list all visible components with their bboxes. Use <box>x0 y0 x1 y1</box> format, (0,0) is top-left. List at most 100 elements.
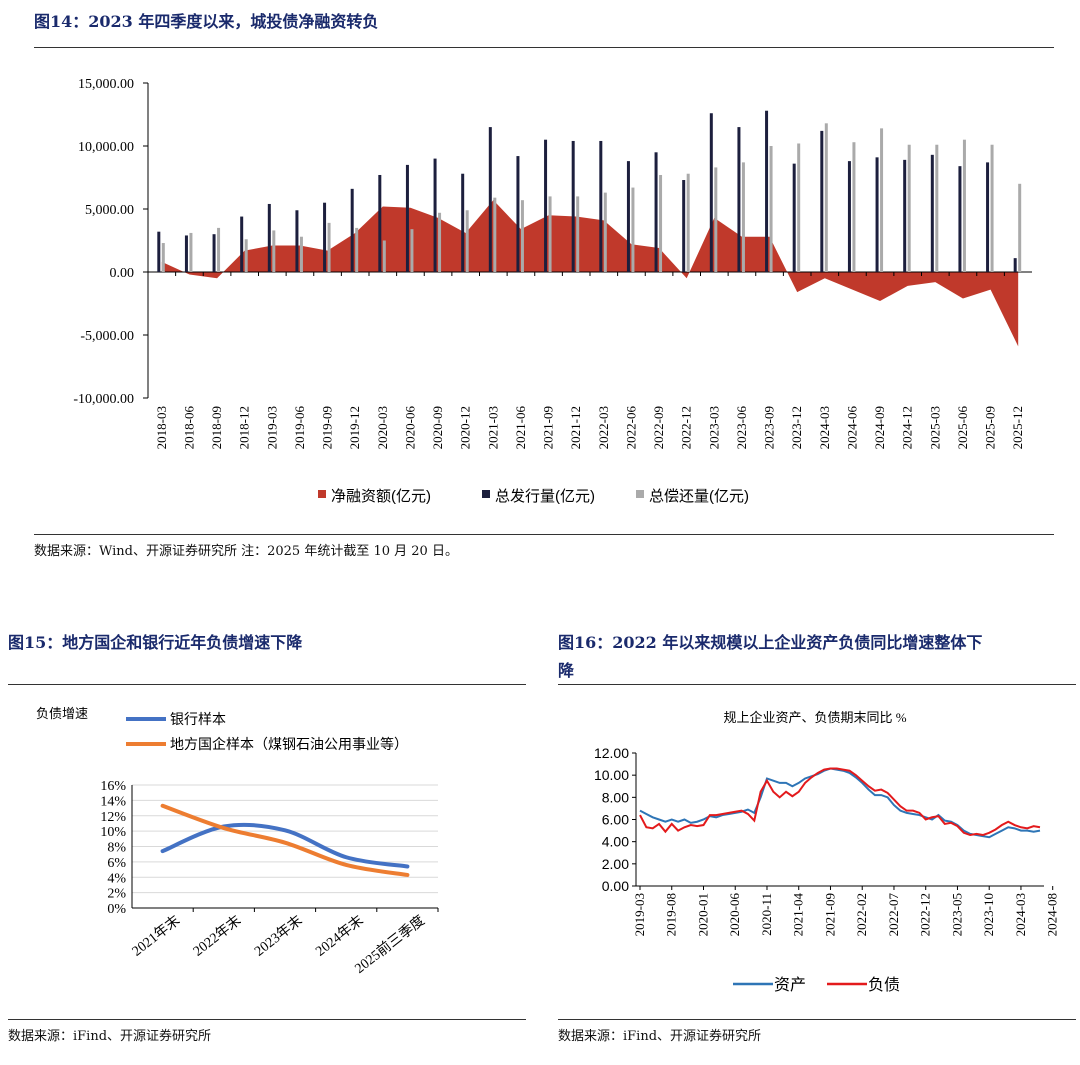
fig14-issuance-bar <box>488 127 492 272</box>
fig14-repayment-bar <box>686 173 690 272</box>
fig15-title: 图15：地方国企和银行近年负债增速下降 <box>8 633 303 652</box>
fig14-x-tick-label: 2020-09 <box>430 406 445 449</box>
fig14-issuance-bar <box>323 202 327 272</box>
fig16-legend-label-1: 负债 <box>868 976 900 994</box>
fig14-issuance-bar <box>212 234 216 272</box>
fig14-bottom-rule <box>34 534 1054 535</box>
fig14-x-tick-label: 2023-06 <box>734 406 749 450</box>
fig14-issuance-bar <box>654 152 658 272</box>
fig14-repayment-bar <box>548 196 552 272</box>
fig14-net-financing-area <box>161 200 1019 347</box>
fig14-x-tick-label: 2023-03 <box>706 406 721 449</box>
fig14-issuance-bar <box>461 173 465 272</box>
fig15-y-tick-label: 8% <box>107 841 126 856</box>
fig14-x-tick-label: 2020-06 <box>402 406 417 450</box>
fig14-repayment-bar <box>576 196 580 272</box>
fig16-top-rule <box>558 684 1076 685</box>
fig14-y-tick-label: -5,000.00 <box>80 329 134 344</box>
fig16-y-tick-label: 8.00 <box>602 789 629 805</box>
fig14-issuance-bar <box>986 162 990 272</box>
fig16-x-tick-label: 2023-10 <box>981 893 996 936</box>
fig15-y-tick-label: 2% <box>107 887 126 902</box>
fig16-x-tick-label: 2021-04 <box>791 893 806 937</box>
fig16-x-tick-label: 2019-08 <box>664 893 679 936</box>
fig16-x-tick-label: 2021-09 <box>822 893 837 936</box>
fig14-x-tick-label: 2024-06 <box>844 406 859 450</box>
fig14-x-tick-label: 2023-12 <box>789 406 804 449</box>
fig15-y-tick-label: 10% <box>100 825 126 840</box>
fig14-title: 图14：2023 年四季度以来，城投债净融资转负 <box>34 12 379 31</box>
fig14-issuance-bar <box>903 159 907 272</box>
fig14-x-tick-label: 2022-09 <box>651 406 666 449</box>
fig15-top-rule <box>8 684 526 685</box>
fig16-x-tick-label: 2022-07 <box>886 893 901 937</box>
fig14-x-tick-label: 2024-03 <box>817 406 832 449</box>
fig14-y-tick-label: 0.00 <box>110 266 135 281</box>
fig15-x-tick-label: 2022年末 <box>190 913 244 960</box>
fig14-repayment-bar <box>962 139 966 272</box>
fig14-issuance-bar <box>184 235 188 272</box>
fig15-series-line-0 <box>160 822 410 869</box>
fig14-issuance-bar <box>433 158 437 272</box>
fig14-x-tick-label: 2018-06 <box>181 406 196 450</box>
fig16-chart: 规上企业资产、负债期末同比 % 12.00 10.00 8.00 6.00 4.00 2.0… <box>594 710 1080 994</box>
fig14-issuance-bar <box>240 216 244 272</box>
fig14-repayment-bar <box>935 144 939 272</box>
fig14-repayment-bar <box>410 229 414 272</box>
fig14-repayment-bar <box>299 236 303 272</box>
fig14-issuance-bar <box>875 157 879 272</box>
fig14-issuance-bar <box>544 139 548 272</box>
fig16-y-tick-label: 2.00 <box>602 856 629 872</box>
fig14-repayment-bar <box>438 212 442 272</box>
fig14-repayment-bar <box>355 227 359 272</box>
fig14-legend-swatch-2 <box>636 490 644 498</box>
fig14-y-tick-label: 10,000.00 <box>78 140 134 155</box>
fig14-chart: 15,000.00 10,000.00 5,000.00 0.00 -5,000.00 -… <box>73 77 1032 505</box>
fig14-x-tick-label: 2022-03 <box>596 406 611 449</box>
fig14-x-tick-label: 2025-06 <box>955 406 970 450</box>
fig14-repayment-bar <box>189 232 193 272</box>
fig16-y-tick-label: 12.00 <box>594 745 629 761</box>
fig14-repayment-bar <box>741 162 745 272</box>
fig14-repayment-bar <box>659 174 663 272</box>
fig14-top-rule <box>34 47 1054 48</box>
fig15-y-label: 负债增速 <box>36 706 88 721</box>
fig14-issuance-bar <box>737 127 741 272</box>
fig14-repayment-bar <box>382 240 386 272</box>
fig16-x-tick-label: 2025-01 <box>1076 893 1080 936</box>
fig14-source: 数据来源：Wind、开源证券研究所 注：2025 年统计截至 10 月 20 日… <box>34 544 458 559</box>
fig16-x-tick-label: 2022-12 <box>918 893 933 936</box>
fig14-x-tick-label: 2021-09 <box>541 406 556 449</box>
fig16-x-tick-label: 2019-03 <box>632 893 647 936</box>
fig14-repayment-bar <box>520 200 524 272</box>
fig16-legend-label-0: 资产 <box>774 976 806 994</box>
fig14-repayment-bar <box>797 143 801 272</box>
fig16-y-tick-label: 10.00 <box>594 767 629 783</box>
fig14-issuance-bar <box>765 110 769 272</box>
fig16-x-tick-label: 2023-05 <box>949 893 964 936</box>
fig15-y-tick-label: 0% <box>107 902 126 917</box>
fig14-repayment-bar <box>493 197 497 272</box>
fig14-x-tick-label: 2025-09 <box>983 406 998 449</box>
fig15-bottom-rule <box>8 1019 526 1020</box>
fig14-repayment-bar <box>244 239 248 272</box>
fig16-series-line-0 <box>639 767 1041 839</box>
fig14-legend-label-0: 净融资额(亿元) <box>331 488 431 505</box>
fig15-x-tick-label: 2024年末 <box>313 913 367 960</box>
fig16-title-line1: 图16：2022 年以来规模以上企业资产负债同比增速整体下 <box>558 633 983 652</box>
fig14-x-tick-label: 2020-12 <box>458 406 473 449</box>
fig14-issuance-bar <box>958 166 962 272</box>
fig14-legend-swatch-1 <box>482 490 490 498</box>
fig16-x-tick-label: 2024-03 <box>1013 893 1028 936</box>
fig16-x-tick-label: 2020-11 <box>759 893 774 936</box>
fig14-x-tick-label: 2018-09 <box>209 406 224 449</box>
fig15-y-tick-label: 16% <box>100 779 126 794</box>
fig16-title-line2: 降 <box>558 661 575 680</box>
fig16-x-tick-label: 2020-01 <box>695 893 710 936</box>
fig14-repayment-bar <box>824 123 828 272</box>
fig14-issuance-bar <box>1013 258 1017 272</box>
fig14-repayment-bar <box>852 142 856 272</box>
fig14-repayment-bar <box>1018 183 1022 272</box>
fig14-issuance-bar <box>626 161 630 272</box>
